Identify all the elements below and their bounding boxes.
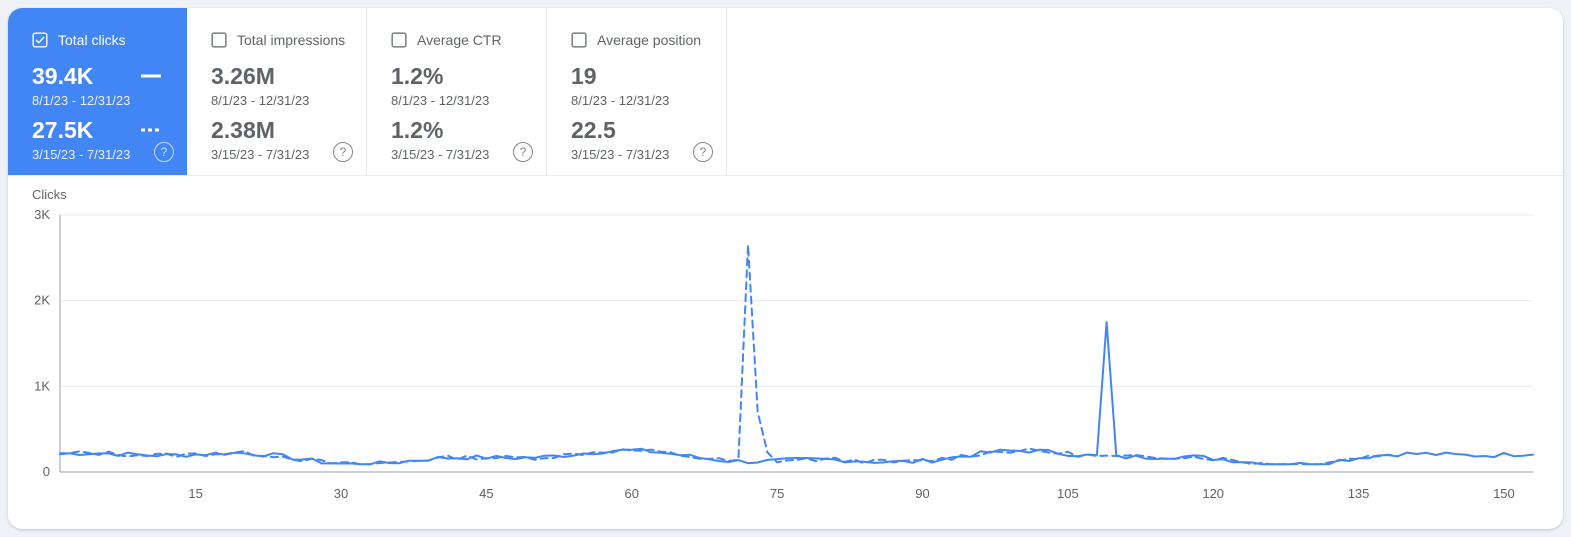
svg-text:1K: 1K bbox=[34, 378, 50, 393]
svg-text:15: 15 bbox=[188, 486, 202, 501]
svg-text:0: 0 bbox=[43, 464, 50, 479]
svg-text:30: 30 bbox=[334, 486, 348, 501]
svg-text:45: 45 bbox=[479, 486, 493, 501]
svg-text:150: 150 bbox=[1493, 486, 1515, 501]
svg-text:3K: 3K bbox=[34, 207, 50, 222]
svg-text:90: 90 bbox=[915, 486, 929, 501]
svg-text:60: 60 bbox=[625, 486, 639, 501]
svg-text:105: 105 bbox=[1057, 486, 1079, 501]
svg-text:120: 120 bbox=[1202, 486, 1224, 501]
svg-text:135: 135 bbox=[1348, 486, 1370, 501]
svg-text:75: 75 bbox=[770, 486, 784, 501]
svg-text:2K: 2K bbox=[34, 293, 50, 308]
